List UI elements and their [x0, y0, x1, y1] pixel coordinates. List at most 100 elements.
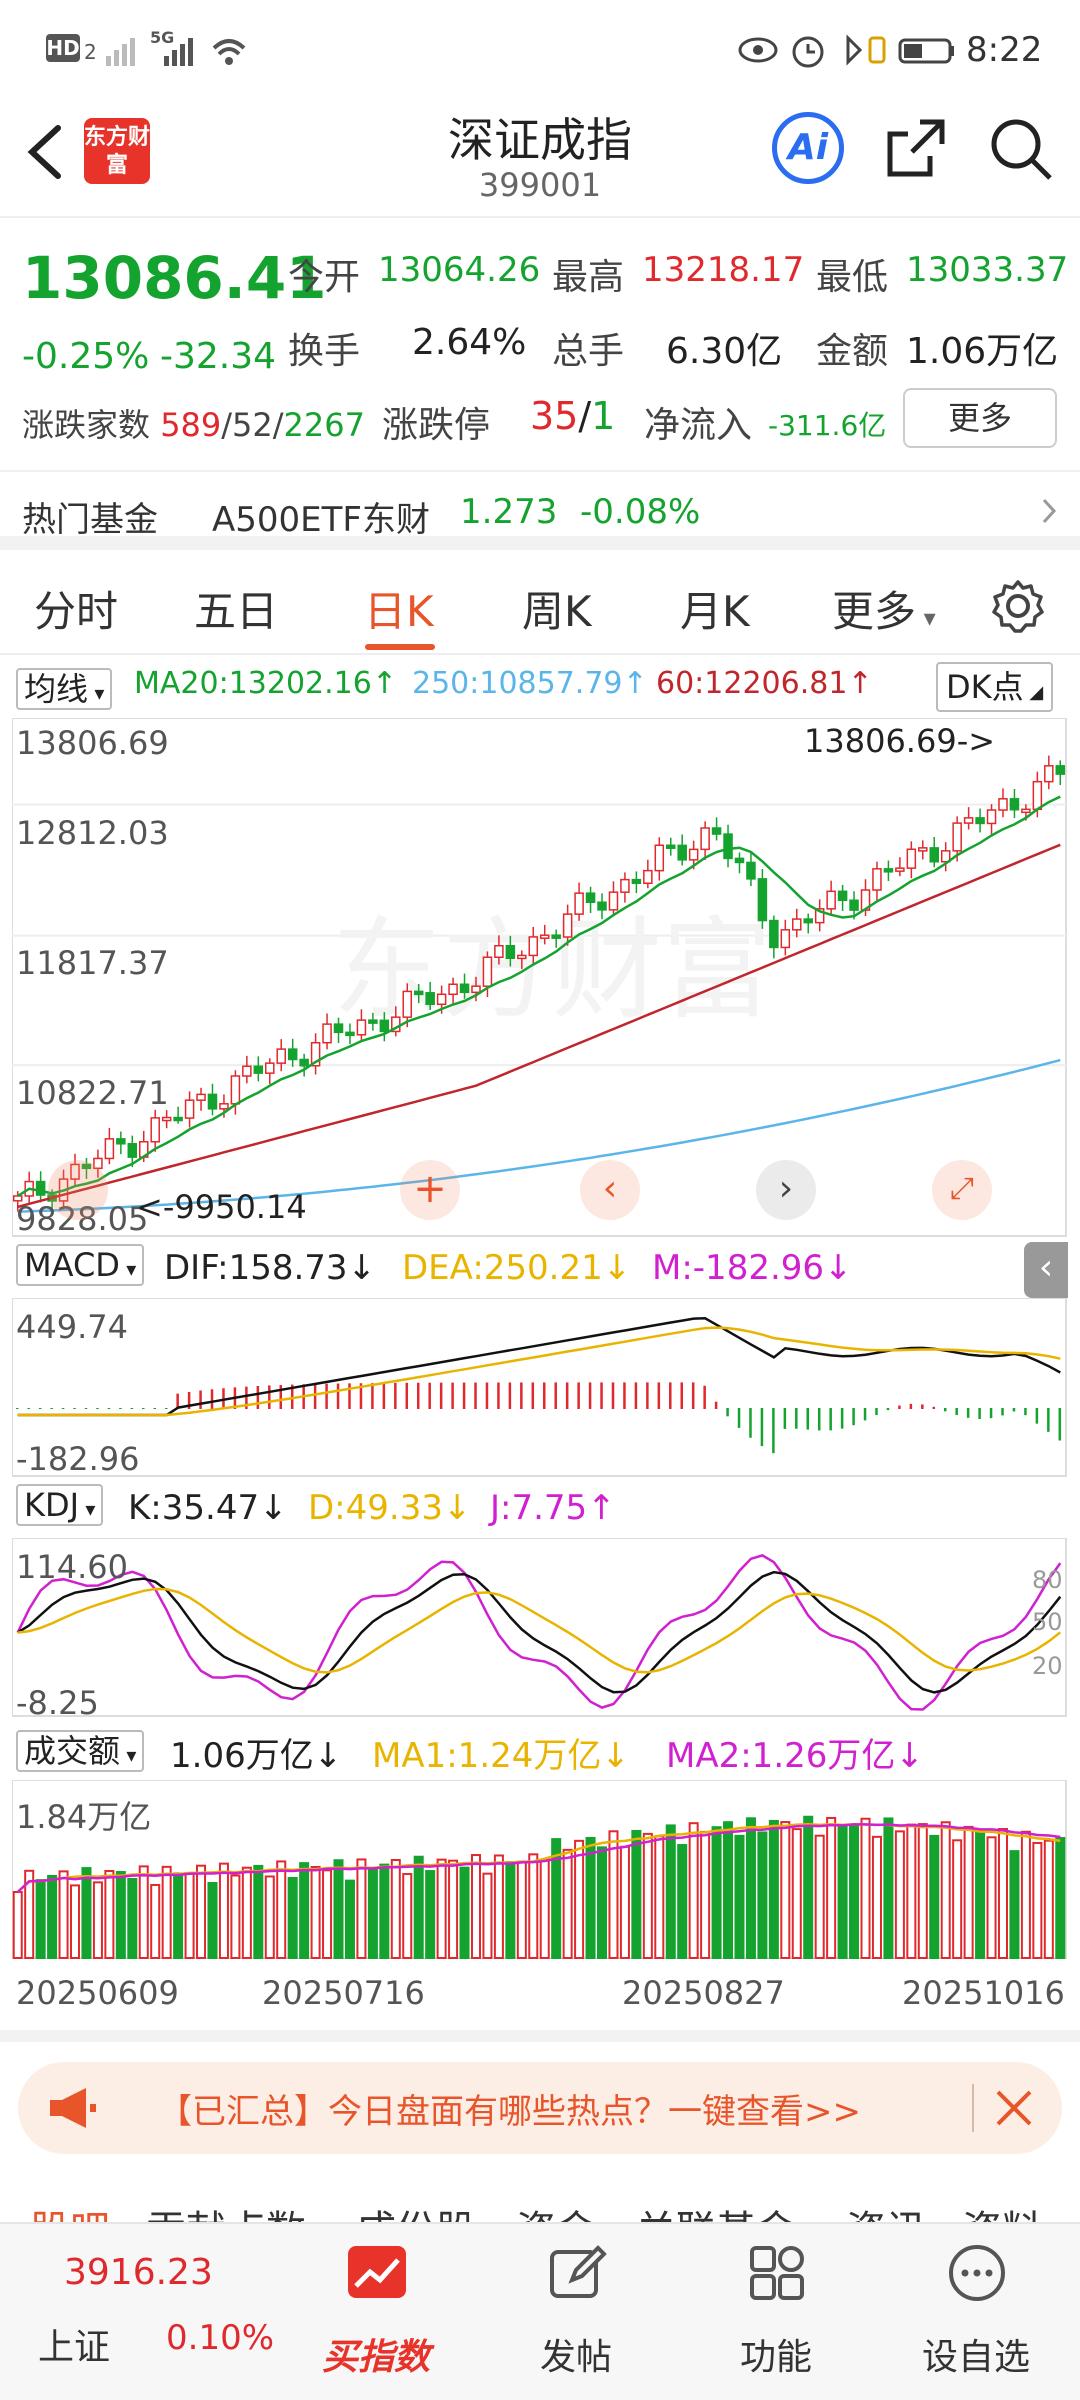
dropdown-caret-icon: ▾	[79, 1497, 96, 1521]
volume-select[interactable]: 成交额 ▾	[16, 1726, 145, 1772]
volume-bar	[505, 1861, 516, 1959]
volume-select-box[interactable]: 成交额 ▾	[16, 1730, 145, 1772]
volume-label: 总手	[552, 331, 625, 372]
volume-bar	[413, 1855, 424, 1959]
search-icon[interactable]	[988, 116, 1054, 182]
macd-histogram-bar	[382, 1382, 386, 1409]
kdj-k: K:35.47↓	[128, 1488, 288, 1528]
kdj-select[interactable]: KDJ ▾	[16, 1484, 104, 1526]
macd-select[interactable]: MACD ▾	[16, 1244, 145, 1286]
macd-select-box[interactable]: MACD ▾	[16, 1244, 145, 1286]
macd-histogram-bar	[290, 1384, 294, 1409]
candle-body	[127, 1143, 138, 1158]
kdj-j-line	[16, 1554, 1062, 1711]
volume-bar	[585, 1836, 596, 1959]
candle-body	[471, 985, 481, 994]
zoom-out-button[interactable]	[48, 1160, 108, 1220]
candle-body	[665, 844, 676, 850]
volume-bar	[1043, 1839, 1054, 1959]
volume-bar	[127, 1878, 138, 1959]
ai-assistant-button[interactable]: Ai	[772, 112, 844, 184]
volume-bar	[768, 1819, 779, 1959]
subtab-related-funds[interactable]: 关联基金	[636, 2198, 796, 2222]
breadth-up: 589	[160, 406, 222, 444]
ma20-line	[17, 795, 1061, 1198]
nav-post[interactable]: 发帖	[486, 2224, 666, 2400]
up-arrow-icon: ↑	[847, 666, 873, 701]
tab-weekly-k[interactable]: 周K	[522, 587, 592, 636]
subtab-constituents[interactable]: 成份股	[356, 2198, 476, 2222]
tab-five-day[interactable]: 五日	[194, 587, 279, 636]
dk-point-button[interactable]: DK点 ◢	[936, 662, 1054, 712]
subtab-profile[interactable]: 资料	[962, 2198, 1042, 2222]
volume-bar	[597, 1846, 608, 1959]
macd-histogram-bar	[508, 1382, 512, 1409]
subtab-news[interactable]: 资讯	[846, 2198, 926, 2222]
nav-buy-index[interactable]: 买指数	[286, 2224, 466, 2400]
hot-topics-banner[interactable]: 【已汇总】今日盘面有哪些热点？一键查看>>	[18, 2062, 1062, 2154]
volume-bar	[860, 1817, 871, 1959]
breadth-flat: 52	[232, 406, 273, 444]
ma-select-box[interactable]: 均线 ▾	[16, 668, 113, 710]
macd-histogram-bar	[921, 1404, 924, 1409]
volume-bar	[551, 1838, 562, 1959]
macd-histogram-bar	[336, 1383, 340, 1409]
macd-histogram-bar	[646, 1382, 649, 1409]
close-icon[interactable]	[992, 2086, 1036, 2130]
sh-index-ticker[interactable]: 3916.23 上证 0.10%	[0, 2224, 290, 2400]
date-label-3: 20250827	[622, 1974, 785, 2012]
kdj-chart	[12, 1538, 1067, 1717]
more-button[interactable]: 更多	[903, 388, 1057, 448]
candle-body	[620, 878, 630, 893]
macd-histogram-bar	[760, 1408, 764, 1447]
up-arrow-icon: ↑	[622, 666, 648, 701]
nav-functions[interactable]: 功能	[686, 2224, 866, 2400]
macd-m: M:-182.96↓	[652, 1248, 853, 1288]
netflow-value: -311.6亿	[768, 409, 887, 442]
tab-daily-k[interactable]: 日K	[364, 587, 434, 636]
kline-chart[interactable]: 东方财富	[12, 718, 1068, 1238]
ma20-value: MA20:13202.16↑	[134, 666, 397, 701]
macd-histogram-bar	[634, 1382, 638, 1409]
candle-body	[207, 1093, 218, 1110]
volume-bar	[608, 1830, 619, 1960]
scroll-left-icon[interactable]: ‹	[580, 1160, 640, 1220]
kdj-level-20: 20	[1032, 1652, 1063, 1680]
share-icon[interactable]	[884, 116, 948, 180]
fullscreen-expand-icon[interactable]: ⤢	[932, 1160, 992, 1220]
macd-histogram-bar	[1024, 1408, 1027, 1416]
tab-minute[interactable]: 分时	[34, 587, 119, 636]
subtab-funds-flow[interactable]: 资金	[516, 2198, 596, 2222]
down-arrow-icon: ↓	[602, 1248, 632, 1288]
candle-body	[459, 983, 470, 994]
macd-histogram-bar	[428, 1382, 431, 1409]
ma-select[interactable]: 均线 ▾	[16, 664, 113, 714]
hot-fund-bar[interactable]: 热门基金 A500ETF东财 1.273 -0.08%	[0, 470, 1080, 550]
candle-body	[654, 844, 665, 872]
kline-y-label-3: 11817.37	[16, 944, 169, 982]
candle-body	[700, 827, 710, 851]
tab-monthly-k[interactable]: 月K	[680, 587, 750, 636]
kdj-select-box[interactable]: KDJ ▾	[16, 1484, 104, 1526]
sh-index-value: 3916.23	[64, 2252, 213, 2293]
tab-more[interactable]: 更多 ▾	[832, 578, 936, 639]
collapse-panel-icon[interactable]: ‹	[1024, 1242, 1068, 1298]
macd-dea: DEA:250.21↓	[402, 1248, 631, 1288]
candle-body	[265, 1062, 275, 1074]
back-arrow-icon[interactable]	[22, 122, 66, 182]
down-arrow-icon: ↓	[259, 1488, 288, 1528]
grid-apps-icon	[750, 2246, 804, 2300]
subtab-contribution[interactable]: 贡献点数	[146, 2198, 306, 2222]
eastmoney-logo: 东方财富	[84, 118, 150, 184]
macd-histogram-bar	[714, 1401, 718, 1409]
candle-body	[562, 913, 573, 938]
candle-body	[1044, 765, 1054, 783]
volume-ma2: MA2:1.26万亿↓	[666, 1728, 924, 1777]
scroll-right-icon[interactable]: ›	[756, 1160, 816, 1220]
candle-body	[219, 1103, 229, 1110]
gear-icon[interactable]	[990, 578, 1046, 634]
volume-bar	[24, 1869, 35, 1959]
nav-add-watchlist[interactable]: 设自选	[886, 2224, 1066, 2400]
crosshair-plus-icon[interactable]: +	[400, 1160, 460, 1220]
subtab-guba[interactable]: 股吧	[30, 2198, 110, 2222]
